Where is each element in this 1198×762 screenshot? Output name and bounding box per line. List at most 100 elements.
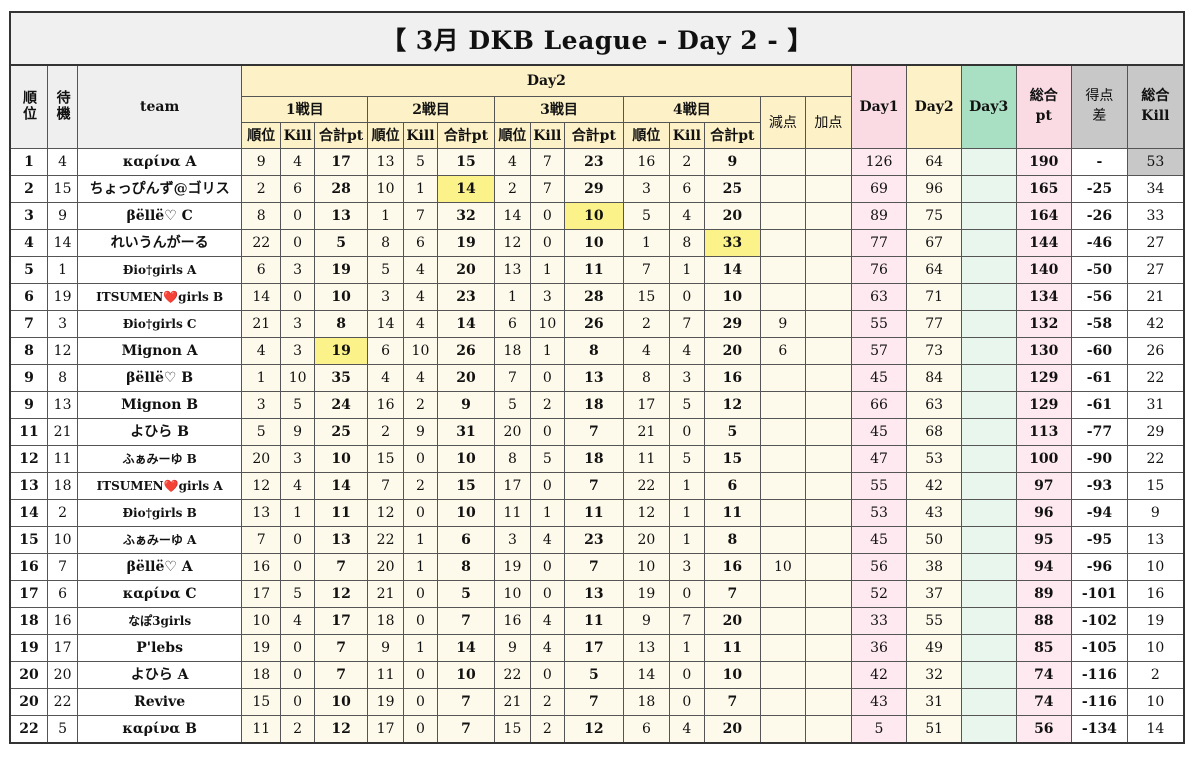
point-diff-cell: -90 xyxy=(1071,445,1128,473)
point-diff-cell: -58 xyxy=(1071,310,1128,338)
deduction-cell: 6 xyxy=(759,337,807,365)
m2-points-cell: 7 xyxy=(437,607,495,635)
m1-rank-cell: 17 xyxy=(241,580,282,608)
point-diff-cell: -134 xyxy=(1071,715,1128,744)
m2-rank-cell: 10 xyxy=(367,175,404,203)
m2-kill-cell: 1 xyxy=(402,175,439,203)
m4-kill-cell: 6 xyxy=(668,175,706,203)
team-name-cell: Ðio†girls A xyxy=(77,256,243,284)
day1-points-cell: 89 xyxy=(850,202,908,230)
team-name-cell: ふぁみーゆ A xyxy=(77,526,243,554)
bonus-cell xyxy=(805,418,852,446)
m2-points-cell: 15 xyxy=(437,472,495,500)
m4-rank-cell: 12 xyxy=(623,499,670,527)
rank-cell: 3 xyxy=(9,202,48,230)
day1-points-cell: 55 xyxy=(850,310,908,338)
m4-rank-cell: 20 xyxy=(623,526,670,554)
m4-points-cell: 6 xyxy=(704,472,761,500)
team-name-cell: ITSUMEN❤️girls A xyxy=(77,472,243,500)
day1-points-cell: 36 xyxy=(850,634,908,662)
m4-points-cell: 9 xyxy=(704,148,761,176)
m1-kill-cell: 1 xyxy=(280,499,315,527)
day2-points-cell: 64 xyxy=(906,148,962,176)
m3-points-cell: 8 xyxy=(563,337,625,365)
point-diff-cell: -116 xyxy=(1071,688,1128,716)
m1-rank-cell: 5 xyxy=(241,418,282,446)
table-row: 16 7 βëllë♡ A 16 0 7 20 1 8 19 0 7 10 3 16 10 56 38 94 -96 1… xyxy=(9,553,1185,581)
header-match1: 1戦目 xyxy=(241,96,369,123)
m4-rank-cell: 3 xyxy=(623,175,670,203)
bonus-cell xyxy=(805,310,852,338)
m3-rank-cell: 16 xyxy=(493,607,532,635)
m4-points-cell: 20 xyxy=(704,715,761,744)
deduction-cell xyxy=(759,445,807,473)
m4-kill-cell: 3 xyxy=(668,364,706,392)
m2-rank-cell: 21 xyxy=(367,580,404,608)
point-diff-cell: -61 xyxy=(1071,391,1128,419)
wait-cell: 9 xyxy=(46,202,79,230)
m2-points-cell: 7 xyxy=(437,688,495,716)
m3-points-cell: 10 xyxy=(563,202,625,230)
bonus-cell xyxy=(805,175,852,203)
header-total-pt: 総合pt xyxy=(1015,64,1073,149)
m3-rank-cell: 20 xyxy=(493,418,532,446)
table-row: 11 21 よひら B 5 9 25 2 9 31 20 0 7 21 0 5 45 68 113 -77 29 xyxy=(9,418,1185,446)
total-points-cell: 85 xyxy=(1015,634,1073,662)
m4-rank-cell: 19 xyxy=(623,580,670,608)
m1-rank-cell: 8 xyxy=(241,202,282,230)
total-points-cell: 130 xyxy=(1015,337,1073,365)
m2-kill-cell: 4 xyxy=(402,256,439,284)
deduction-cell xyxy=(759,256,807,284)
header-day1: Day1 xyxy=(850,64,908,149)
day2-points-cell: 43 xyxy=(906,499,962,527)
rank-cell: 17 xyxy=(9,580,48,608)
m2-kill-cell: 10 xyxy=(402,337,439,365)
m1-kill-cell: 0 xyxy=(280,526,315,554)
m3-rank-cell: 2 xyxy=(493,175,532,203)
day1-points-cell: 53 xyxy=(850,499,908,527)
rank-cell: 9 xyxy=(9,391,48,419)
m1-points-cell: 10 xyxy=(313,688,369,716)
m2-kill-cell: 0 xyxy=(402,607,439,635)
m2-rank-cell: 14 xyxy=(367,310,404,338)
m4-points-cell: 7 xyxy=(704,580,761,608)
m2-kill-cell: 0 xyxy=(402,499,439,527)
m3-rank-cell: 18 xyxy=(493,337,532,365)
m4-points-cell: 8 xyxy=(704,526,761,554)
m4-rank-cell: 17 xyxy=(623,391,670,419)
wait-cell: 4 xyxy=(46,148,79,176)
rank-cell: 20 xyxy=(9,688,48,716)
day3-points-cell xyxy=(960,337,1017,365)
m3-kill-cell: 2 xyxy=(530,688,565,716)
m2-points-cell: 31 xyxy=(437,418,495,446)
deduction-cell xyxy=(759,418,807,446)
m1-kill-cell: 6 xyxy=(280,175,315,203)
point-diff-cell: -95 xyxy=(1071,526,1128,554)
header-day3: Day3 xyxy=(960,64,1017,149)
day2-points-cell: 49 xyxy=(906,634,962,662)
day2-points-cell: 71 xyxy=(906,283,962,311)
deduction-cell xyxy=(759,634,807,662)
m1-points-cell: 13 xyxy=(313,526,369,554)
m1-rank-cell: 16 xyxy=(241,553,282,581)
total-kill-cell: 15 xyxy=(1126,472,1185,500)
m1-points-cell: 7 xyxy=(313,634,369,662)
team-name-cell: καρίνα B xyxy=(77,715,243,744)
day1-points-cell: 76 xyxy=(850,256,908,284)
m3-points-cell: 11 xyxy=(563,256,625,284)
m1-kill-cell: 2 xyxy=(280,715,315,744)
m1-points-cell: 13 xyxy=(313,202,369,230)
m2-rank-cell: 18 xyxy=(367,607,404,635)
m3-points-cell: 17 xyxy=(563,634,625,662)
m4-kill-cell: 0 xyxy=(668,283,706,311)
rank-cell: 13 xyxy=(9,472,48,500)
m3-kill-cell: 4 xyxy=(530,634,565,662)
standings-table: 順位 待機 team Day2 Day1 Day2 Day3 総合pt 得点差 … xyxy=(9,64,1185,744)
m4-kill-cell: 1 xyxy=(668,526,706,554)
m3-points-cell: 29 xyxy=(563,175,625,203)
day2-points-cell: 75 xyxy=(906,202,962,230)
day1-points-cell: 126 xyxy=(850,148,908,176)
m2-points-cell: 14 xyxy=(437,175,495,203)
wait-cell: 19 xyxy=(46,283,79,311)
m1-kill-cell: 3 xyxy=(280,310,315,338)
